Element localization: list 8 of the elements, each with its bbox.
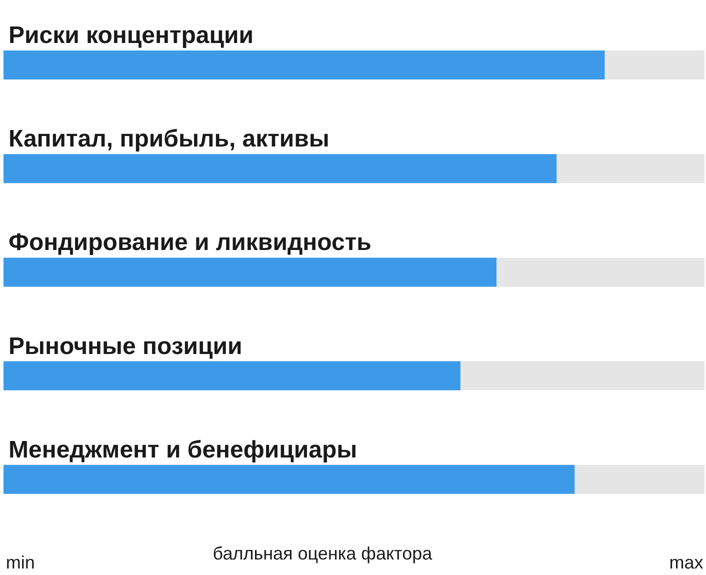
x-axis-title: балльная оценка фактора	[212, 544, 434, 564]
text: max	[669, 552, 704, 572]
text: min	[6, 552, 35, 572]
y-tick-label: Менеджмент и бенефициары	[8, 436, 358, 464]
y-tick-label: Рыночные позиции	[8, 332, 242, 360]
y-tick-label: Капитал, прибыль, активы	[8, 126, 330, 153]
y-tick-label: Риски концентрации	[8, 22, 254, 49]
y-tick-label: Фондирование и ликвидность	[8, 229, 372, 256]
